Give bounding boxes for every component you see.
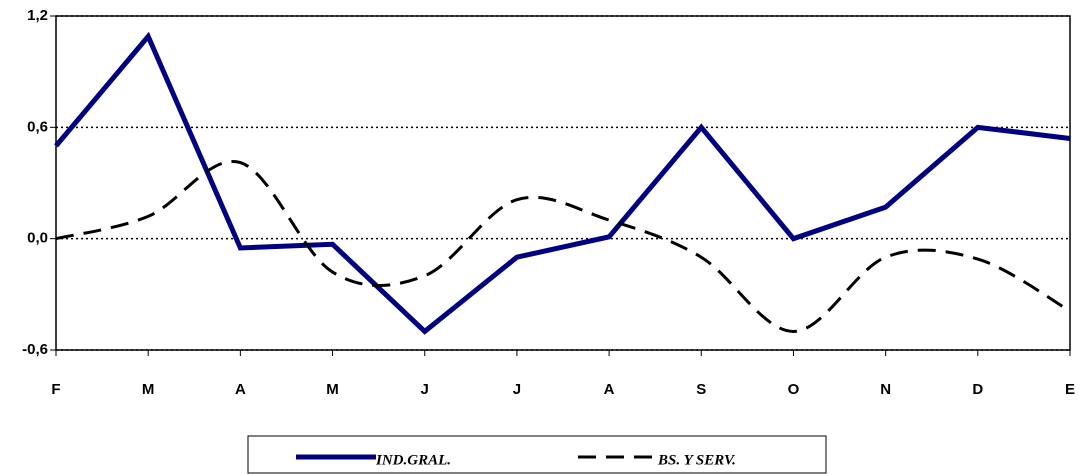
x-tick-label: J [421, 381, 429, 398]
y-tick-label: 1,2 [27, 7, 48, 24]
x-tick-label: M [142, 381, 155, 398]
x-tick-label: F [51, 381, 60, 398]
plot-area [55, 15, 1071, 351]
x-tick-label: J [513, 381, 521, 398]
x-tick-label: N [880, 381, 891, 398]
series-line [54, 31, 1071, 335]
x-tick-label: D [972, 381, 983, 398]
series-line [55, 159, 1071, 333]
x-tick-label: M [326, 381, 339, 398]
y-tick-label: 0,0 [27, 230, 48, 247]
x-tick-label: S [696, 381, 706, 398]
x-tick-label: A [604, 381, 615, 398]
x-tick-label: O [788, 381, 800, 398]
x-tick-label: A [235, 381, 246, 398]
y-tick-label: -0,6 [22, 341, 48, 358]
legend-label: IND.GRAL. [375, 452, 451, 468]
y-tick-label: 0,6 [27, 118, 48, 135]
legend-label: BS. Y SERV. [657, 452, 736, 468]
x-tick-label: E [1065, 381, 1075, 398]
